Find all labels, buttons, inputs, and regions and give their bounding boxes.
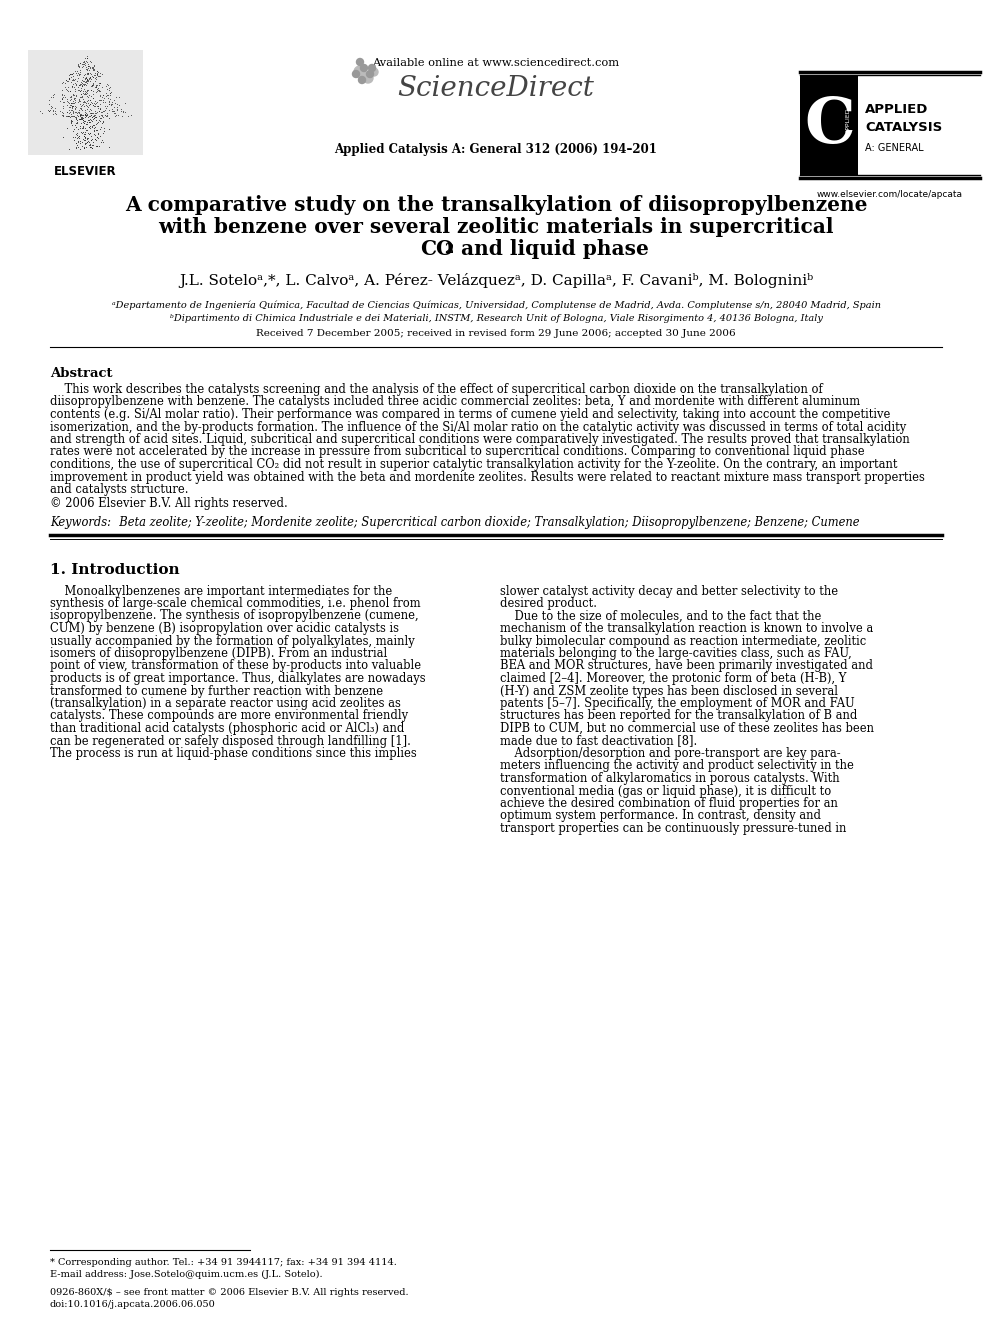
Text: Applied Catalysis A: General 312 (2006) 194–201: Applied Catalysis A: General 312 (2006) … [334, 143, 658, 156]
Text: mechanism of the transalkylation reaction is known to involve a: mechanism of the transalkylation reactio… [500, 622, 873, 635]
Text: Due to the size of molecules, and to the fact that the: Due to the size of molecules, and to the… [500, 610, 821, 623]
Text: APPLIED: APPLIED [845, 107, 850, 132]
Text: optimum system performance. In contrast, density and: optimum system performance. In contrast,… [500, 810, 821, 823]
Text: patents [5–7]. Specifically, the employment of MOR and FAU: patents [5–7]. Specifically, the employm… [500, 697, 855, 710]
Text: isomerization, and the by-products formation. The influence of the Si/Al molar r: isomerization, and the by-products forma… [50, 421, 907, 434]
Text: conditions, the use of supercritical CO₂ did not result in superior catalytic tr: conditions, the use of supercritical CO₂… [50, 458, 898, 471]
Text: and strength of acid sites. Liquid, subcritical and supercritical conditions wer: and strength of acid sites. Liquid, subc… [50, 433, 910, 446]
Text: Received 7 December 2005; received in revised form 29 June 2006; accepted 30 Jun: Received 7 December 2005; received in re… [256, 329, 736, 337]
Text: achieve the desired combination of fluid properties for an: achieve the desired combination of fluid… [500, 796, 838, 810]
Text: J.L. Soteloᵃ,*, L. Calvoᵃ, A. Pérez- Velázquezᵃ, D. Capillaᵃ, F. Cavaniᵇ, M. Bol: J.L. Soteloᵃ,*, L. Calvoᵃ, A. Pérez- Vel… [179, 273, 813, 288]
Text: Monoalkylbenzenes are important intermediates for the: Monoalkylbenzenes are important intermed… [50, 585, 392, 598]
Text: isopropylbenzene. The synthesis of isopropylbenzene (cumene,: isopropylbenzene. The synthesis of isopr… [50, 610, 419, 623]
Text: can be regenerated or safely disposed through landfilling [1].: can be regenerated or safely disposed th… [50, 734, 411, 747]
Text: www.elsevier.com/locate/apcata: www.elsevier.com/locate/apcata [817, 191, 963, 198]
Circle shape [363, 73, 373, 83]
Text: doi:10.1016/j.apcata.2006.06.050: doi:10.1016/j.apcata.2006.06.050 [50, 1301, 215, 1308]
Text: transformation of alkylaromatics in porous catalysts. With: transformation of alkylaromatics in poro… [500, 773, 839, 785]
Circle shape [358, 77, 365, 83]
Text: point of view, transformation of these by-products into valuable: point of view, transformation of these b… [50, 659, 422, 672]
Text: BEA and MOR structures, have been primarily investigated and: BEA and MOR structures, have been primar… [500, 659, 873, 672]
Text: CUM) by benzene (B) isopropylation over acidic catalysts is: CUM) by benzene (B) isopropylation over … [50, 622, 399, 635]
Text: ᵇDipartimento di Chimica Industriale e dei Materiali, INSTM, Research Unit of Bo: ᵇDipartimento di Chimica Industriale e d… [170, 314, 822, 323]
Circle shape [368, 65, 376, 71]
Text: meters influencing the activity and product selectivity in the: meters influencing the activity and prod… [500, 759, 854, 773]
Text: A comparative study on the transalkylation of diisopropylbenzene: A comparative study on the transalkylati… [125, 194, 867, 216]
Text: (H-Y) and ZSM zeolite types has been disclosed in several: (H-Y) and ZSM zeolite types has been dis… [500, 684, 838, 697]
Text: and catalysts structure.: and catalysts structure. [50, 483, 188, 496]
Text: This work describes the catalysts screening and the analysis of the effect of su: This work describes the catalysts screen… [50, 382, 822, 396]
Text: Keywords:: Keywords: [50, 516, 111, 529]
Text: desired product.: desired product. [500, 597, 597, 610]
Bar [28, 50, 143, 155]
Text: ᵃDepartamento de Ingeniería Química, Facultad de Ciencias Químicas, Universidad,: ᵃDepartamento de Ingeniería Química, Fac… [111, 302, 881, 311]
Text: with benzene over several zeolitic materials in supercritical: with benzene over several zeolitic mater… [159, 217, 833, 237]
Text: contents (e.g. Si/Al molar ratio). Their performance was compared in terms of cu: contents (e.g. Si/Al molar ratio). Their… [50, 407, 891, 421]
Text: structures has been reported for the transalkylation of B and: structures has been reported for the tra… [500, 709, 857, 722]
Text: 2: 2 [444, 243, 453, 255]
Text: than traditional acid catalysts (phosphoric acid or AlCl₃) and: than traditional acid catalysts (phospho… [50, 722, 405, 736]
Text: made due to fast deactivation [8].: made due to fast deactivation [8]. [500, 734, 697, 747]
Text: CATALYSIS: CATALYSIS [865, 120, 942, 134]
Text: improvement in product yield was obtained with the beta and mordenite zeolites. : improvement in product yield was obtaine… [50, 471, 925, 483]
Text: CO: CO [420, 239, 453, 259]
Text: The process is run at liquid-phase conditions since this implies: The process is run at liquid-phase condi… [50, 747, 417, 759]
Text: products is of great importance. Thus, dialkylates are nowadays: products is of great importance. Thus, d… [50, 672, 426, 685]
Text: DIPB to CUM, but no commercial use of these zeolites has been: DIPB to CUM, but no commercial use of th… [500, 722, 874, 736]
Text: isomers of diisopropylbenzene (DIPB). From an industrial: isomers of diisopropylbenzene (DIPB). Fr… [50, 647, 387, 660]
Text: 1. Introduction: 1. Introduction [50, 562, 180, 577]
Text: diisopropylbenzene with benzene. The catalysts included three acidic commercial : diisopropylbenzene with benzene. The cat… [50, 396, 860, 409]
Text: 0926-860X/$ – see front matter © 2006 Elsevier B.V. All rights reserved.: 0926-860X/$ – see front matter © 2006 El… [50, 1289, 409, 1297]
Bar [800, 75, 858, 175]
Text: ScienceDirect: ScienceDirect [398, 75, 594, 102]
Text: Adsorption/desorption and pore-transport are key para-: Adsorption/desorption and pore-transport… [500, 747, 840, 759]
Text: slower catalyst activity decay and better selectivity to the: slower catalyst activity decay and bette… [500, 585, 838, 598]
Circle shape [354, 66, 366, 78]
Text: and liquid phase: and liquid phase [454, 239, 649, 259]
Text: © 2006 Elsevier B.V. All rights reserved.: © 2006 Elsevier B.V. All rights reserved… [50, 497, 288, 511]
Text: C: C [805, 94, 855, 156]
Text: bulky bimolecular compound as reaction intermediate, zeolitic: bulky bimolecular compound as reaction i… [500, 635, 866, 647]
Text: catalysts. These compounds are more environmental friendly: catalysts. These compounds are more envi… [50, 709, 408, 722]
Text: Beta zeolite; Y-zeolite; Mordenite zeolite; Supercritical carbon dioxide; Transa: Beta zeolite; Y-zeolite; Mordenite zeoli… [112, 516, 859, 529]
Text: conventional media (gas or liquid phase), it is difficult to: conventional media (gas or liquid phase)… [500, 785, 831, 798]
Text: claimed [2–4]. Moreover, the protonic form of beta (H-B), Y: claimed [2–4]. Moreover, the protonic fo… [500, 672, 846, 685]
Text: synthesis of large-scale chemical commodities, i.e. phenol from: synthesis of large-scale chemical commod… [50, 597, 421, 610]
Text: Available online at www.sciencedirect.com: Available online at www.sciencedirect.co… [372, 58, 620, 67]
Text: ELSEVIER: ELSEVIER [55, 165, 117, 179]
Text: A: GENERAL: A: GENERAL [865, 143, 924, 153]
Text: transport properties can be continuously pressure-tuned in: transport properties can be continuously… [500, 822, 846, 835]
Circle shape [370, 67, 378, 75]
Circle shape [366, 70, 374, 78]
Circle shape [356, 58, 363, 66]
Text: APPLIED: APPLIED [865, 103, 929, 116]
Text: materials belonging to the large-cavities class, such as FAU,: materials belonging to the large-cavitie… [500, 647, 852, 660]
Text: E-mail address: Jose.Sotelo@quim.ucm.es (J.L. Sotelo).: E-mail address: Jose.Sotelo@quim.ucm.es … [50, 1270, 322, 1279]
Text: (transalkylation) in a separate reactor using acid zeolites as: (transalkylation) in a separate reactor … [50, 697, 401, 710]
Text: rates were not accelerated by the increase in pressure from subcritical to super: rates were not accelerated by the increa… [50, 446, 865, 459]
Text: usually accompanied by the formation of polyalkylates, mainly: usually accompanied by the formation of … [50, 635, 415, 647]
Circle shape [360, 65, 367, 71]
Circle shape [352, 70, 359, 78]
Text: transformed to cumene by further reaction with benzene: transformed to cumene by further reactio… [50, 684, 383, 697]
Text: * Corresponding author. Tel.: +34 91 3944117; fax: +34 91 394 4114.: * Corresponding author. Tel.: +34 91 394… [50, 1258, 397, 1267]
Text: Abstract: Abstract [50, 366, 112, 380]
